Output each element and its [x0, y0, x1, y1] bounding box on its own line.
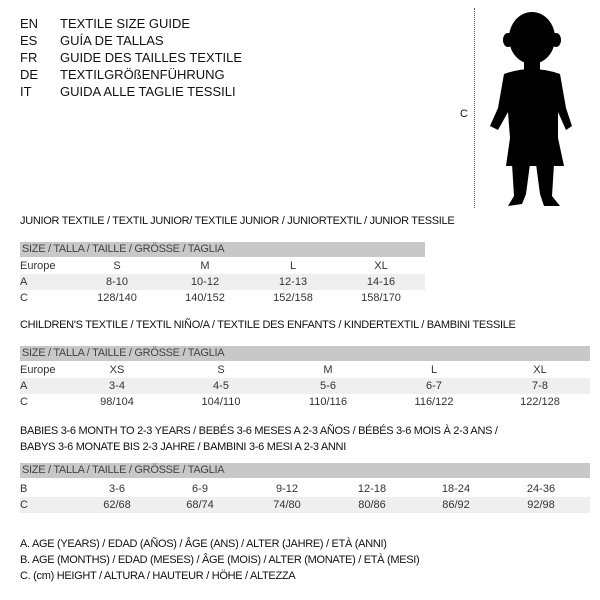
language-line: ES GUÍA DE TALLAS: [20, 32, 164, 49]
size-header-bar: SIZE / TALLA / TAILLE / GRÖSSE / TAGLIA: [20, 346, 590, 361]
table-cell: 74/80: [273, 499, 301, 511]
table-row: A 3-4 4-5 5-6 6-7 7-8: [20, 378, 590, 394]
table-cell: 12-13: [278, 276, 308, 288]
height-label: C: [460, 108, 468, 120]
table-cell: 128/140: [97, 292, 137, 304]
row-label: Europe: [20, 260, 56, 272]
child-silhouette-icon: [490, 12, 572, 206]
table-cell: 18-24: [441, 483, 471, 495]
legend-note: B. AGE (MONTHS) / EDAD (MESES) / ÂGE (MO…: [20, 554, 420, 566]
language-code: IT: [20, 84, 32, 99]
table-cell: M: [200, 260, 210, 272]
language-line: EN TEXTILE SIZE GUIDE: [20, 15, 190, 32]
legend-note: C. (cm) HEIGHT / ALTURA / HAUTEUR / HÖHE…: [20, 570, 296, 582]
table-cell: 80/86: [358, 499, 386, 511]
table-cell: 98/104: [100, 396, 134, 408]
table-cell: 3-6: [109, 483, 125, 495]
table-cell: 68/74: [186, 499, 214, 511]
table-cell: 110/116: [308, 396, 348, 408]
table-cell: S: [217, 364, 225, 376]
table-cell: S: [113, 260, 121, 272]
language-title: GUIDE DES TAILLES TEXTILE: [60, 50, 243, 65]
table-title: BABIES 3-6 MONTH TO 2-3 YEARS / BEBÉS 3-…: [20, 425, 498, 437]
table-row: Europe S M L XL: [20, 258, 425, 274]
table-row: C 62/68 68/74 74/80 80/86 86/92 92/98: [20, 497, 590, 513]
language-title: GUÍA DE TALLAS: [60, 33, 164, 48]
table-cell: 140/152: [185, 292, 225, 304]
size-header-bar: SIZE / TALLA / TAILLE / GRÖSSE / TAGLIA: [20, 242, 425, 257]
table-cell: 8-10: [105, 276, 129, 288]
table-cell: L: [289, 260, 297, 272]
table-cell: M: [323, 364, 333, 376]
height-dotted-line: [474, 8, 475, 208]
table-cell: 9-12: [275, 483, 299, 495]
table-cell: 92/98: [527, 499, 555, 511]
language-title: TEXTILE SIZE GUIDE: [60, 16, 191, 31]
table-cell: 5-6: [320, 380, 336, 392]
table-cell: 24-36: [526, 483, 556, 495]
table-row: Europe XS S M L XL: [20, 362, 590, 378]
row-label: C: [20, 396, 28, 408]
language-code: FR: [20, 50, 38, 65]
table-cell: 86/92: [442, 499, 470, 511]
row-label: B: [20, 483, 28, 495]
table-row: C 98/104 104/110 110/116 116/122 122/128: [20, 394, 590, 410]
language-title: GUIDA ALLE TAGLIE TESSILI: [60, 84, 236, 99]
language-line: DE TEXTILGRÖßENFÜHRUNG: [20, 66, 225, 83]
row-label: Europe: [20, 364, 56, 376]
table-cell: L: [430, 364, 438, 376]
table-cell: 14-16: [366, 276, 396, 288]
table-cell: 62/68: [103, 499, 131, 511]
table-cell: 6-9: [192, 483, 208, 495]
table-cell: 104/110: [201, 396, 241, 408]
row-label: C: [20, 499, 28, 511]
table-cell: 3-4: [109, 380, 125, 392]
table-row: C 128/140 140/152 152/158 158/170: [20, 290, 425, 306]
table-cell: 4-5: [213, 380, 229, 392]
language-code: EN: [20, 16, 39, 31]
table-cell: 158/170: [361, 292, 401, 304]
table-cell: 152/158: [273, 292, 313, 304]
row-label: A: [20, 276, 28, 288]
language-code: DE: [20, 67, 39, 82]
table-row: B 3-6 6-9 9-12 12-18 18-24 24-36: [20, 481, 590, 497]
table-title: CHILDREN'S TEXTILE / TEXTIL NIÑO/A / TEX…: [20, 319, 516, 331]
table-cell: 12-18: [357, 483, 387, 495]
table-cell: XL: [374, 260, 388, 272]
language-line: IT GUIDA ALLE TAGLIE TESSILI: [20, 83, 236, 100]
table-cell: XS: [109, 364, 125, 376]
table-title: JUNIOR TEXTILE / TEXTIL JUNIOR/ TEXTILE …: [20, 215, 455, 227]
table-title-line2: BABYS 3-6 MONATE BIS 2-3 JAHRE / BAMBINI…: [20, 441, 346, 453]
table-cell: 116/122: [414, 396, 454, 408]
row-label: A: [20, 380, 28, 392]
language-code: ES: [20, 33, 38, 48]
table-cell: 7-8: [532, 380, 548, 392]
table-cell: 10-12: [190, 276, 220, 288]
language-title: TEXTILGRÖßENFÜHRUNG: [60, 67, 225, 82]
table-cell: 6-7: [426, 380, 442, 392]
row-label: C: [20, 292, 28, 304]
language-line: FR GUIDE DES TAILLES TEXTILE: [20, 49, 242, 66]
legend-note: A. AGE (YEARS) / EDAD (AÑOS) / ÂGE (ANS)…: [20, 538, 387, 550]
table-row: A 8-10 10-12 12-13 14-16: [20, 274, 425, 290]
table-cell: XL: [533, 364, 547, 376]
table-cell: 122/128: [520, 396, 560, 408]
size-header-bar: SIZE / TALLA / TAILLE / GRÖSSE / TAGLIA: [20, 463, 590, 478]
